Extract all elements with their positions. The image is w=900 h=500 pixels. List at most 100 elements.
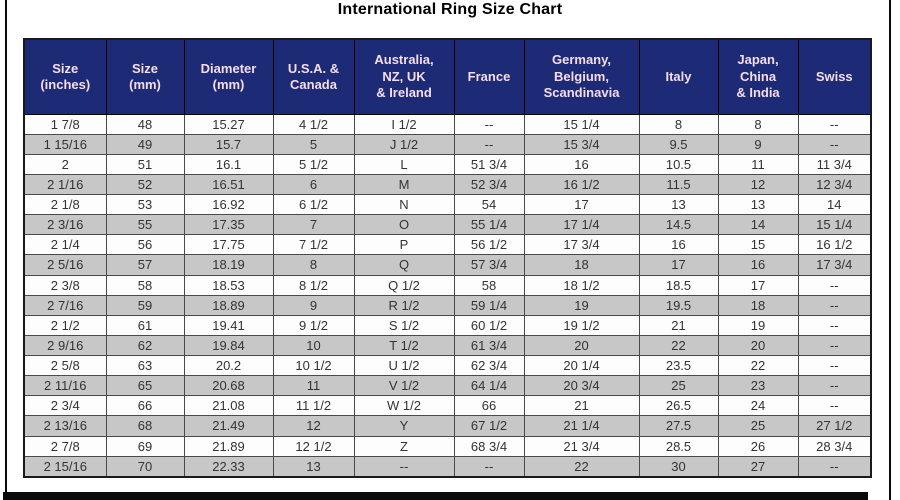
table-cell: 8	[272, 254, 355, 276]
table-cell: 68 3/4	[453, 435, 525, 457]
table-cell: 57	[105, 254, 185, 276]
table-cell: 55	[105, 214, 185, 236]
table-cell: 17.35	[183, 214, 274, 236]
table-cell: M	[353, 173, 455, 196]
table-cell: 58	[453, 274, 525, 296]
table-cell: R 1/2	[353, 294, 455, 316]
table-cell: 66	[453, 395, 525, 417]
table-cell: Q	[353, 254, 455, 276]
table-cell: 2 1/8	[23, 193, 107, 216]
table-cell: 67 1/2	[453, 415, 525, 437]
table-cell: --	[797, 375, 872, 397]
table-cell: 16 1/2	[797, 234, 872, 256]
table-cell: 22	[523, 455, 640, 478]
table-cell: 2 1/16	[23, 173, 107, 196]
table-cell: 13	[717, 193, 799, 216]
table-cell: 11	[717, 153, 799, 175]
ring-size-table: Size (inches) Size (mm) Diameter (mm) U.S.A…	[23, 38, 872, 478]
table-cell: 20 3/4	[523, 375, 640, 397]
table-cell: 30	[638, 455, 719, 478]
frame-line-left	[5, 0, 7, 500]
table-cell: 18	[523, 254, 640, 276]
table-cell: 12 3/4	[797, 173, 872, 196]
table-cell: 62 3/4	[453, 354, 525, 377]
table-cell: --	[353, 455, 455, 478]
table-cell: 15 3/4	[523, 133, 640, 155]
table-cell: 53	[105, 193, 185, 216]
table-cell: 20.2	[183, 354, 274, 377]
table-cell: 2 3/8	[23, 274, 107, 296]
table-cell: 54	[453, 193, 525, 216]
table-cell: 21 1/4	[523, 415, 640, 437]
table-row: 2 1/4 56 17.75 7 1/2 P 56 1/2 17 3/4 16 15 16 1/2	[23, 234, 872, 256]
table-cell: 17	[523, 193, 640, 216]
table-cell: --	[797, 314, 872, 336]
table-cell: 52	[105, 173, 185, 196]
table-cell: 20	[717, 334, 799, 357]
table-cell: 14.5	[638, 214, 719, 236]
table-cell: 17 3/4	[797, 254, 872, 276]
table-cell: 22.33	[183, 455, 274, 478]
table-cell: 48	[105, 113, 185, 135]
table-cell: 13	[638, 193, 719, 216]
table-cell: 21.49	[183, 415, 274, 437]
table-cell: 16 1/2	[523, 173, 640, 196]
table-cell: N	[353, 193, 455, 216]
table-cell: 2 15/16	[23, 455, 107, 478]
table-cell: --	[797, 133, 872, 155]
table-cell: 63	[105, 354, 185, 377]
table-cell: V 1/2	[353, 375, 455, 397]
table-cell: L	[353, 153, 455, 175]
table-row: 1 7/8 48 15.27 4 1/2 I 1/2 -- 15 1/4 8 8 --	[23, 113, 872, 135]
table-cell: 19.5	[638, 294, 719, 316]
table-cell: 21	[638, 314, 719, 336]
table-cell: 51	[105, 153, 185, 175]
table-cell: 64 1/4	[453, 375, 525, 397]
table-cell: 16	[717, 254, 799, 276]
table-cell: 26.5	[638, 395, 719, 417]
table-cell: 27.5	[638, 415, 719, 437]
table-cell: 11 3/4	[797, 153, 872, 175]
table-row: 2 1/16 52 16.51 6 M 52 3/4 16 1/2 11.5 12 12 3/4	[23, 173, 872, 196]
table-cell: T 1/2	[353, 334, 455, 357]
table-cell: --	[797, 334, 872, 357]
table-cell: 26	[717, 435, 799, 457]
table-cell: 70	[105, 455, 185, 478]
column-header: Diameter (mm)	[183, 38, 274, 115]
table-cell: 14	[717, 214, 799, 236]
column-header: Germany, Belgium, Scandinavia	[523, 38, 640, 115]
table-cell: --	[797, 113, 872, 135]
table-cell: 17	[717, 274, 799, 296]
table-cell: 22	[638, 334, 719, 357]
table-cell: 19	[523, 294, 640, 316]
table-cell: 59	[105, 294, 185, 316]
table-cell: 1 15/16	[23, 133, 107, 155]
table-cell: 65	[105, 375, 185, 397]
table-cell: 18.53	[183, 274, 274, 296]
table-cell: 13	[272, 455, 355, 478]
table-row: 2 9/16 62 19.84 10 T 1/2 61 3/4 20 22 20 --	[23, 334, 872, 357]
table-cell: 18.19	[183, 254, 274, 276]
table-row: 2 3/8 58 18.53 8 1/2 Q 1/2 58 18 1/2 18.5 17 --	[23, 274, 872, 296]
table-cell: --	[797, 395, 872, 417]
table-cell: 15 1/4	[797, 214, 872, 236]
table-row: 2 5/8 63 20.2 10 1/2 U 1/2 62 3/4 20 1/4 23.5 22…	[23, 354, 872, 377]
table-cell: 2 5/8	[23, 354, 107, 377]
table-cell: 49	[105, 133, 185, 155]
table-cell: 24	[717, 395, 799, 417]
table-cell: 2 1/2	[23, 314, 107, 336]
table-cell: 55 1/4	[453, 214, 525, 236]
table-cell: 51 3/4	[453, 153, 525, 175]
table-cell: 20 1/4	[523, 354, 640, 377]
table-cell: 14	[797, 193, 872, 216]
table-cell: 18.5	[638, 274, 719, 296]
table-cell: Y	[353, 415, 455, 437]
table-row: 2 51 16.1 5 1/2 L 51 3/4 16 10.5 11 11 3/4	[23, 153, 872, 175]
header-row: Size (inches) Size (mm) Diameter (mm) U.S.A…	[23, 38, 872, 115]
table-cell: Z	[353, 435, 455, 457]
table-cell: --	[453, 455, 525, 478]
table-row: 2 11/16 65 20.68 11 V 1/2 64 1/4 20 3/4 25 23 --	[23, 375, 872, 397]
table-cell: --	[797, 294, 872, 316]
table-cell: 10 1/2	[272, 354, 355, 377]
table-cell: 2	[23, 153, 107, 175]
